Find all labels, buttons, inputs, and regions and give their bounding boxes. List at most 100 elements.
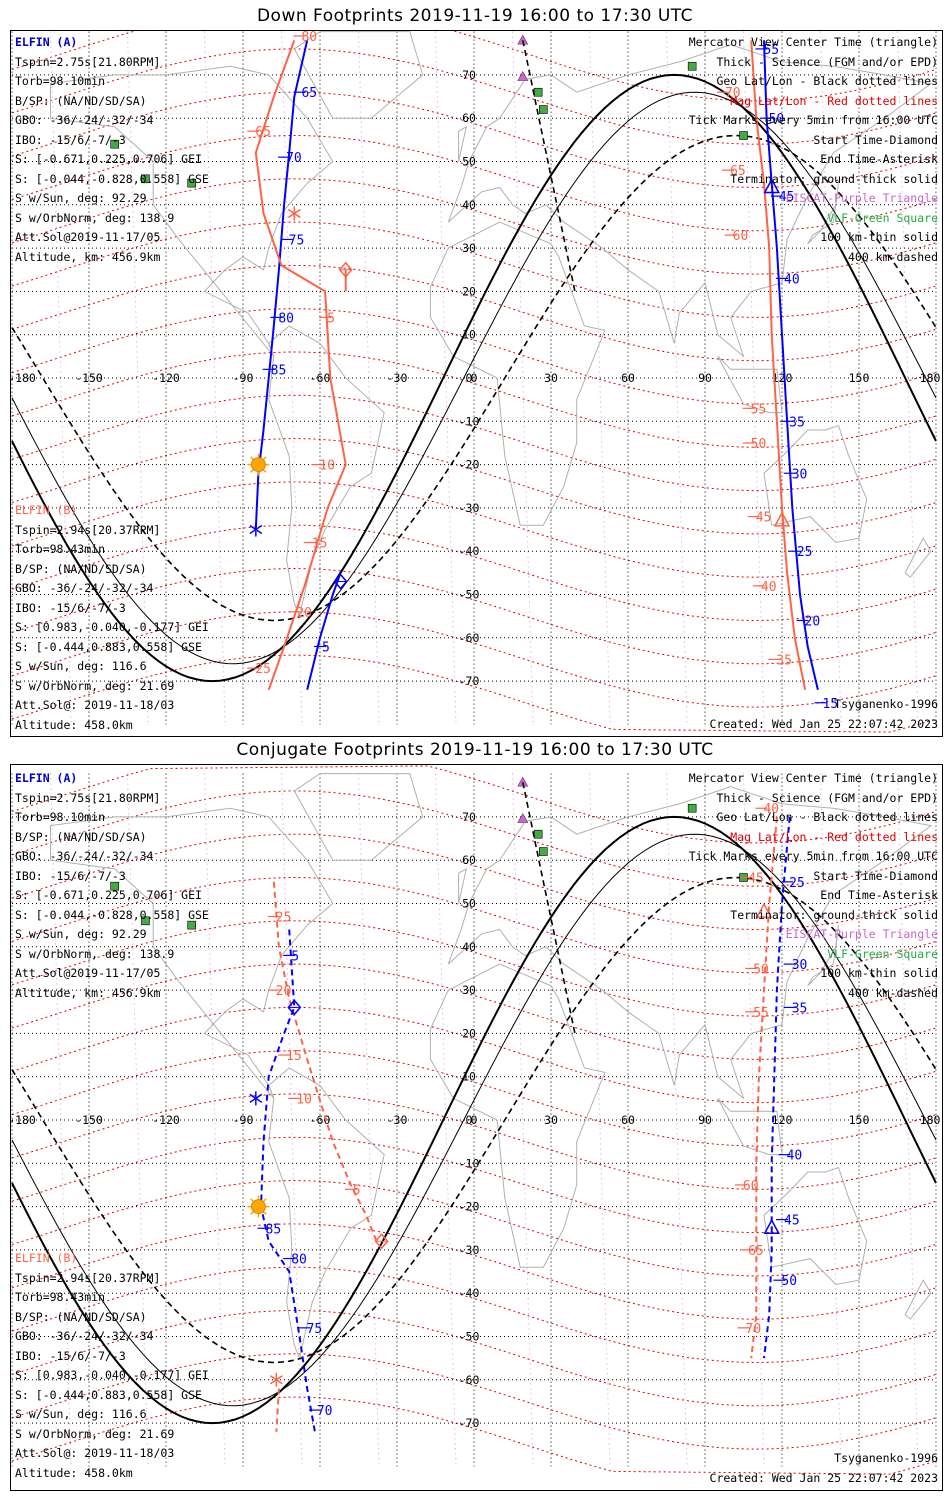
elfin-a-header: ELFIN (A) (15, 771, 78, 785)
track-time-label: 15 (823, 697, 839, 712)
track-time-label: 45 (756, 511, 772, 526)
lat-tick-label: -30 (459, 1243, 480, 1257)
lat-tick-label: 0 (466, 371, 473, 385)
track-time-label: 35 (789, 415, 805, 430)
mag-lon-line (589, 31, 611, 725)
mag-lon-line (281, 773, 303, 1467)
lat-tick-label: 50 (462, 155, 476, 169)
elfin-b-track (275, 1388, 280, 1432)
elfin-a-line: Altitude, km: 456.9km (15, 985, 161, 1000)
lat-tick-label: 10 (462, 328, 476, 342)
legend: Mercator View Center Time (triangle) Thi… (689, 33, 938, 267)
track-time-label: 65 (748, 1244, 764, 1259)
elfin-a-track (306, 572, 342, 691)
track-time-label: 70 (746, 1322, 762, 1337)
lon-tick-label: 30 (544, 371, 558, 385)
mag-lon-line (358, 773, 380, 1467)
elfin-a-line: Torb=98.10min (15, 810, 106, 824)
end-time-asterisk (269, 1372, 283, 1387)
elfin-b-line: S w/Sun, deg: 116.6 (15, 1407, 147, 1421)
lat-tick-label: 20 (462, 1026, 476, 1040)
track-time-label: 5 (291, 949, 299, 964)
elfin-a-track (254, 40, 309, 530)
mag-lon-line (666, 773, 688, 1467)
elfin-b-track (254, 39, 347, 691)
track-time-label: 60 (733, 229, 749, 244)
mag-lat-line (11, 1353, 937, 1450)
legend-line: Thick - Science (FGM and/or EPD) (716, 790, 938, 805)
mag-lon-line (358, 31, 380, 725)
lon-tick-label: 150 (849, 371, 870, 385)
center-time-triangle (755, 902, 773, 918)
elfin-a-line: S w/Sun, deg: 92.29 (15, 927, 147, 941)
coastline (268, 1067, 385, 1360)
elfin-b-info: ELFIN (B) Tspin=2.94s[20.37RPM] Torb=98.… (15, 1249, 209, 1483)
mag-lat-line (11, 567, 937, 665)
footer: Tsyganenko-1996 Created: Wed Jan 25 22:0… (710, 695, 938, 734)
elfin-b-track (750, 816, 778, 1359)
terminator-400km-segment (522, 40, 576, 292)
coastline (807, 183, 839, 245)
legend-line: 400 km-dashed (847, 249, 938, 264)
lat-tick-label: 10 (462, 1070, 476, 1084)
track-time-label: 5 (322, 640, 330, 655)
elfin-b-line: B/SP: (NA/ND/SD/SA) (15, 561, 147, 576)
coastline (447, 786, 933, 1100)
track-time-label: 30 (792, 467, 808, 482)
elfin-a-line: B/SP: (NA/ND/SD/SA) (15, 93, 147, 108)
lon-tick-label: -180 (11, 371, 36, 385)
track-time-label: 65 (301, 86, 317, 101)
lon-tick-label: 120 (772, 1113, 793, 1127)
sun-icon (250, 1199, 266, 1215)
legend-line: Terminator: ground-thick solid (730, 907, 938, 922)
mag-lon-line (743, 773, 765, 1467)
track-markers (247, 902, 780, 1387)
terminator-ground (11, 815, 937, 1425)
elfin-b-line: IBO: -15/6/-7/-3 (15, 1348, 126, 1363)
legend-line: 100 km-thin solid (820, 966, 938, 980)
lon-tick-label: -30 (387, 371, 408, 385)
track-time-label: 70 (317, 1404, 333, 1419)
start-time-diamond (338, 261, 353, 278)
elfin-b-line: B/SP: (NA/ND/SD/SA) (15, 1309, 147, 1324)
eiscat-station-marker (517, 34, 529, 45)
lon-tick-label: 90 (698, 371, 712, 385)
elfin-b-line: Tspin=2.94s[20.37RPM] (15, 522, 161, 537)
track-time-label: 85 (271, 363, 287, 378)
track-time-label: 5 (353, 1183, 361, 1198)
lon-tick-label: -30 (387, 1113, 408, 1127)
track-time-label: 30 (792, 958, 808, 973)
legend-line: End Time-Asterisk (820, 888, 938, 902)
elfin-a-info: ELFIN (A) Tspin=2.75s[21.80RPM] Torb=98.… (15, 33, 209, 267)
mag-lon-line (820, 31, 842, 725)
coastline (458, 867, 468, 904)
vlf-station-marker (687, 803, 697, 813)
track-markers (247, 177, 791, 590)
terminator (11, 73, 937, 683)
lat-tick-label: -20 (459, 1200, 480, 1214)
elfin-a-track (763, 816, 791, 1359)
model-label: Tsyganenko-1996 (834, 1451, 938, 1465)
elfin-a-header: ELFIN (A) (15, 35, 78, 49)
vlf-station-marker (739, 131, 748, 140)
track-time-label: 45 (779, 190, 795, 205)
stations (110, 34, 748, 292)
coastlines (50, 773, 933, 1360)
lat-tick-label: -20 (459, 458, 480, 472)
start-time-diamond (333, 573, 348, 590)
end-time-asterisk (287, 206, 301, 221)
elfin-b-track (272, 881, 378, 1242)
legend-line: VLF-Green Square (827, 210, 938, 225)
track-time-label: 25 (276, 910, 292, 925)
track-time-label: 70 (725, 86, 741, 101)
eiscat-station-marker (517, 813, 529, 823)
legend-line: Mercator View Center Time (triangle) (688, 771, 938, 785)
lat-tick-label: -30 (459, 501, 480, 515)
elfin-a-info: ELFIN (A) Tspin=2.75s[21.80RPM] Torb=98.… (15, 769, 209, 1003)
mag-lon-line (127, 773, 149, 1467)
coastline (293, 31, 424, 119)
coastline (447, 44, 933, 358)
elfin-b-track (750, 40, 807, 690)
track-time-label: 45 (784, 1214, 800, 1229)
elfin-a-line: GBO: -36/-24/-32/-34 (15, 113, 154, 127)
